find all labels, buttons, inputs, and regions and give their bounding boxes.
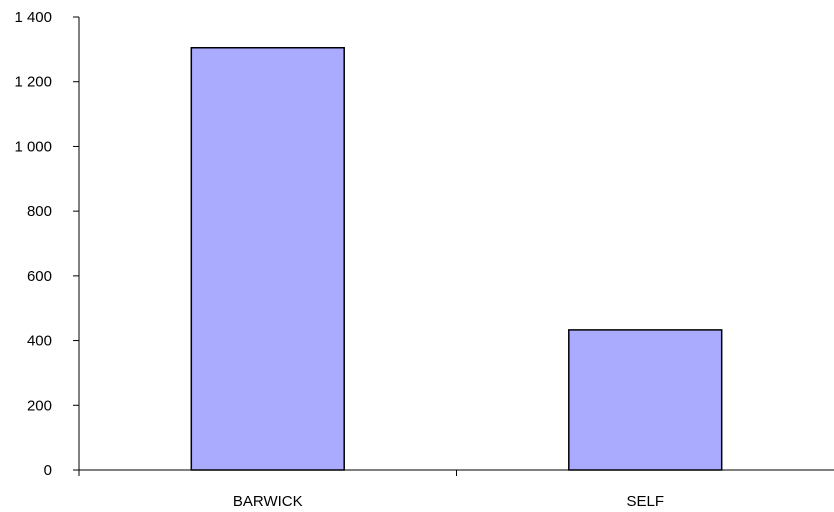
category-labels: BARWICK SELF <box>233 493 664 510</box>
y-axis: 0 200 400 600 800 1 000 1 200 1 400 <box>14 9 80 479</box>
category-label: BARWICK <box>233 493 303 510</box>
y-tick-label: 600 <box>27 268 52 285</box>
bar-self <box>568 329 723 471</box>
y-tick-label: 1 200 <box>14 74 52 91</box>
bars <box>190 46 723 471</box>
x-axis <box>78 469 834 476</box>
y-tick-label: 400 <box>27 333 52 350</box>
y-tick-label: 1 000 <box>14 138 52 155</box>
y-tick-label: 800 <box>27 203 52 220</box>
y-tick-label: 1 400 <box>14 9 52 26</box>
bar-barwick <box>190 46 345 471</box>
category-label: SELF <box>626 493 664 510</box>
y-tick-label: 0 <box>44 462 52 479</box>
y-tick-label: 200 <box>27 397 52 414</box>
